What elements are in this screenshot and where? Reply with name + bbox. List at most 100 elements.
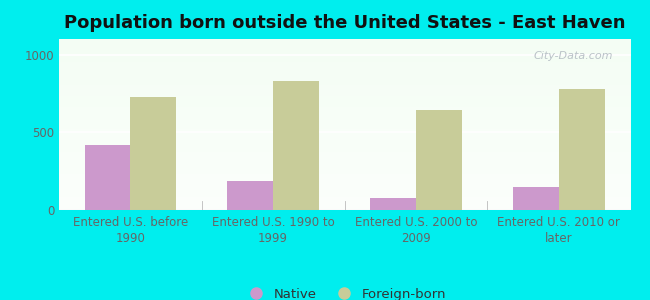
- Bar: [58, 49, 630, 50]
- Bar: [58, 91, 630, 92]
- Bar: [58, 80, 630, 81]
- Bar: [58, 55, 630, 56]
- Bar: [58, 44, 630, 45]
- Bar: [58, 121, 630, 122]
- Bar: [273, 81, 318, 210]
- Bar: [58, 89, 630, 90]
- Bar: [58, 115, 630, 116]
- Bar: [58, 164, 630, 165]
- Bar: [58, 158, 630, 159]
- Bar: [58, 183, 630, 184]
- Bar: [58, 143, 630, 144]
- Bar: [58, 195, 630, 196]
- Bar: [58, 133, 630, 134]
- Bar: [58, 83, 630, 84]
- Bar: [58, 100, 630, 101]
- Bar: [58, 52, 630, 53]
- Bar: [58, 46, 630, 47]
- Bar: [58, 79, 630, 80]
- Bar: [84, 145, 130, 210]
- Bar: [58, 100, 630, 101]
- Bar: [58, 129, 630, 130]
- Bar: [58, 165, 630, 166]
- Bar: [58, 57, 630, 58]
- Bar: [58, 142, 630, 143]
- Bar: [58, 139, 630, 140]
- Bar: [58, 196, 630, 197]
- Bar: [58, 86, 630, 87]
- Bar: [58, 94, 630, 95]
- Bar: [58, 103, 630, 104]
- Bar: [58, 207, 630, 208]
- Bar: [58, 140, 630, 141]
- Bar: [58, 156, 630, 157]
- Bar: [58, 41, 630, 42]
- Bar: [58, 157, 630, 158]
- Bar: [58, 59, 630, 60]
- Bar: [58, 118, 630, 119]
- Bar: [58, 111, 630, 112]
- Bar: [58, 173, 630, 174]
- Bar: [58, 92, 630, 93]
- Bar: [58, 109, 630, 110]
- Bar: [58, 77, 630, 78]
- Bar: [58, 101, 630, 102]
- Bar: [58, 122, 630, 123]
- Bar: [58, 193, 630, 194]
- Bar: [370, 198, 416, 210]
- Bar: [58, 88, 630, 89]
- Bar: [58, 131, 630, 132]
- Bar: [58, 198, 630, 199]
- Bar: [58, 166, 630, 167]
- Bar: [58, 71, 630, 72]
- Bar: [58, 182, 630, 183]
- Bar: [58, 194, 630, 195]
- Bar: [58, 160, 630, 161]
- Bar: [58, 114, 630, 115]
- Bar: [58, 68, 630, 69]
- Bar: [58, 56, 630, 57]
- Bar: [513, 187, 559, 210]
- Bar: [58, 99, 630, 100]
- Bar: [58, 148, 630, 149]
- Bar: [58, 135, 630, 136]
- Bar: [58, 190, 630, 191]
- Bar: [58, 134, 630, 135]
- Bar: [58, 45, 630, 46]
- Bar: [58, 95, 630, 96]
- Bar: [58, 98, 630, 99]
- Bar: [58, 104, 630, 105]
- Bar: [58, 181, 630, 182]
- Title: Population born outside the United States - East Haven: Population born outside the United State…: [64, 14, 625, 32]
- Bar: [58, 171, 630, 172]
- Bar: [58, 159, 630, 160]
- Bar: [58, 136, 630, 137]
- Bar: [58, 43, 630, 44]
- Bar: [58, 72, 630, 73]
- Bar: [58, 185, 630, 186]
- Bar: [58, 162, 630, 163]
- Bar: [58, 62, 630, 63]
- Bar: [58, 125, 630, 126]
- Bar: [58, 138, 630, 139]
- Bar: [58, 192, 630, 193]
- Bar: [58, 97, 630, 98]
- Bar: [130, 97, 176, 210]
- Bar: [58, 208, 630, 209]
- Bar: [58, 163, 630, 164]
- Bar: [58, 40, 630, 41]
- Bar: [58, 78, 630, 79]
- Bar: [58, 160, 630, 161]
- Bar: [559, 89, 604, 210]
- Bar: [58, 145, 630, 146]
- Bar: [58, 70, 630, 71]
- Bar: [58, 58, 630, 59]
- Bar: [58, 141, 630, 142]
- Bar: [58, 96, 630, 97]
- Bar: [58, 116, 630, 117]
- Bar: [58, 53, 630, 54]
- Bar: [58, 174, 630, 175]
- Bar: [58, 76, 630, 77]
- Bar: [58, 203, 630, 204]
- Bar: [58, 64, 630, 65]
